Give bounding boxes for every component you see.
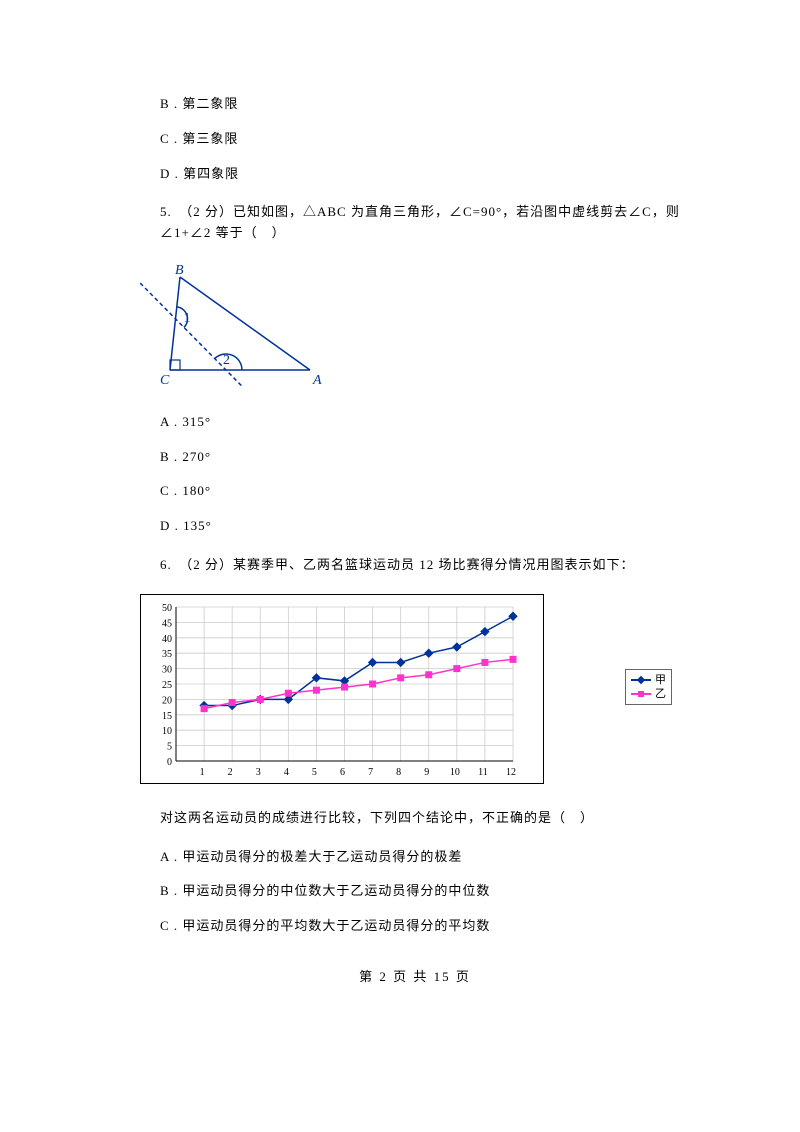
q6-option-c: C . 甲运动员得分的平均数大于乙运动员得分的平均数 xyxy=(160,916,690,937)
svg-text:4: 4 xyxy=(284,767,289,778)
q6-option-b: B . 甲运动员得分的中位数大于乙运动员得分的中位数 xyxy=(160,881,690,902)
chart-legend: 甲乙 xyxy=(625,669,672,705)
question-6: 6. （2 分）某赛季甲、乙两名篮球运动员 12 场比赛得分情况用图表示如下： xyxy=(160,555,690,576)
svg-text:9: 9 xyxy=(424,767,429,778)
svg-text:7: 7 xyxy=(368,767,373,778)
chart-figure: 05101520253035404550123456789101112 甲乙 xyxy=(140,594,690,784)
q5-option-a: A . 315° xyxy=(160,412,690,433)
svg-text:20: 20 xyxy=(162,695,172,706)
svg-text:35: 35 xyxy=(162,649,172,660)
q5-option-d: D . 135° xyxy=(160,516,690,537)
svg-text:1: 1 xyxy=(200,767,205,778)
svg-text:A: A xyxy=(312,373,322,387)
svg-text:11: 11 xyxy=(478,767,488,778)
q6-compare-text: 对这两名运动员的成绩进行比较，下列四个结论中，不正确的是（ ） xyxy=(160,808,690,829)
svg-text:6: 6 xyxy=(340,767,345,778)
page-content: B . 第二象限 C . 第三象限 D . 第四象限 5. （2 分）已知如图，… xyxy=(0,0,800,1028)
q5-option-c: C . 180° xyxy=(160,481,690,502)
svg-text:3: 3 xyxy=(256,767,261,778)
q6-option-a: A . 甲运动员得分的极差大于乙运动员得分的极差 xyxy=(160,847,690,868)
svg-text:30: 30 xyxy=(162,664,172,675)
q5-option-b: B . 270° xyxy=(160,447,690,468)
svg-text:B: B xyxy=(175,263,184,278)
option-d: D . 第四象限 xyxy=(160,164,690,185)
svg-text:10: 10 xyxy=(162,726,172,737)
svg-text:12: 12 xyxy=(506,767,516,778)
svg-text:C: C xyxy=(160,373,170,387)
svg-text:40: 40 xyxy=(162,634,172,645)
svg-text:50: 50 xyxy=(162,603,172,614)
svg-text:5: 5 xyxy=(167,741,172,752)
svg-text:25: 25 xyxy=(162,680,172,691)
option-b: B . 第二象限 xyxy=(160,94,690,115)
option-c: C . 第三象限 xyxy=(160,129,690,150)
svg-text:5: 5 xyxy=(312,767,317,778)
page-footer: 第 2 页 共 15 页 xyxy=(140,967,690,988)
svg-text:2: 2 xyxy=(223,353,230,368)
svg-text:45: 45 xyxy=(162,618,172,629)
triangle-figure: B C A 1 2 xyxy=(140,262,690,394)
question-5: 5. （2 分）已知如图，△ABC 为直角三角形，∠C=90°，若沿图中虚线剪去… xyxy=(160,202,690,244)
svg-text:10: 10 xyxy=(450,767,460,778)
svg-text:0: 0 xyxy=(167,757,172,768)
svg-text:2: 2 xyxy=(228,767,233,778)
svg-text:1: 1 xyxy=(184,311,191,326)
svg-text:8: 8 xyxy=(396,767,401,778)
svg-text:15: 15 xyxy=(162,711,172,722)
